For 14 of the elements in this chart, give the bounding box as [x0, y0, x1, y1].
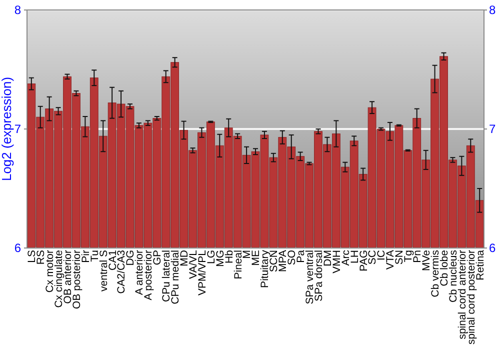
x-tick-label: A posterior [142, 250, 155, 300]
x-tick-label: DG [124, 250, 137, 266]
x-tick-label: Tg [402, 250, 415, 262]
x-tick-label: Pa [294, 250, 307, 263]
y2-tick-label: 8 [489, 2, 496, 17]
y-axis-title: Log2 (expression) [0, 76, 14, 182]
y-tick-label: 7 [14, 122, 22, 136]
y-tick-label: 8 [14, 2, 22, 17]
x-tick-label: RS [35, 250, 48, 265]
x-tick-label: MVe [420, 250, 432, 272]
y2-tick-label: 6 [489, 240, 496, 255]
x-tick-label: Hb [223, 250, 236, 264]
y2-tick-label: 7 [489, 122, 496, 136]
y-tick-label: 6 [14, 240, 22, 255]
